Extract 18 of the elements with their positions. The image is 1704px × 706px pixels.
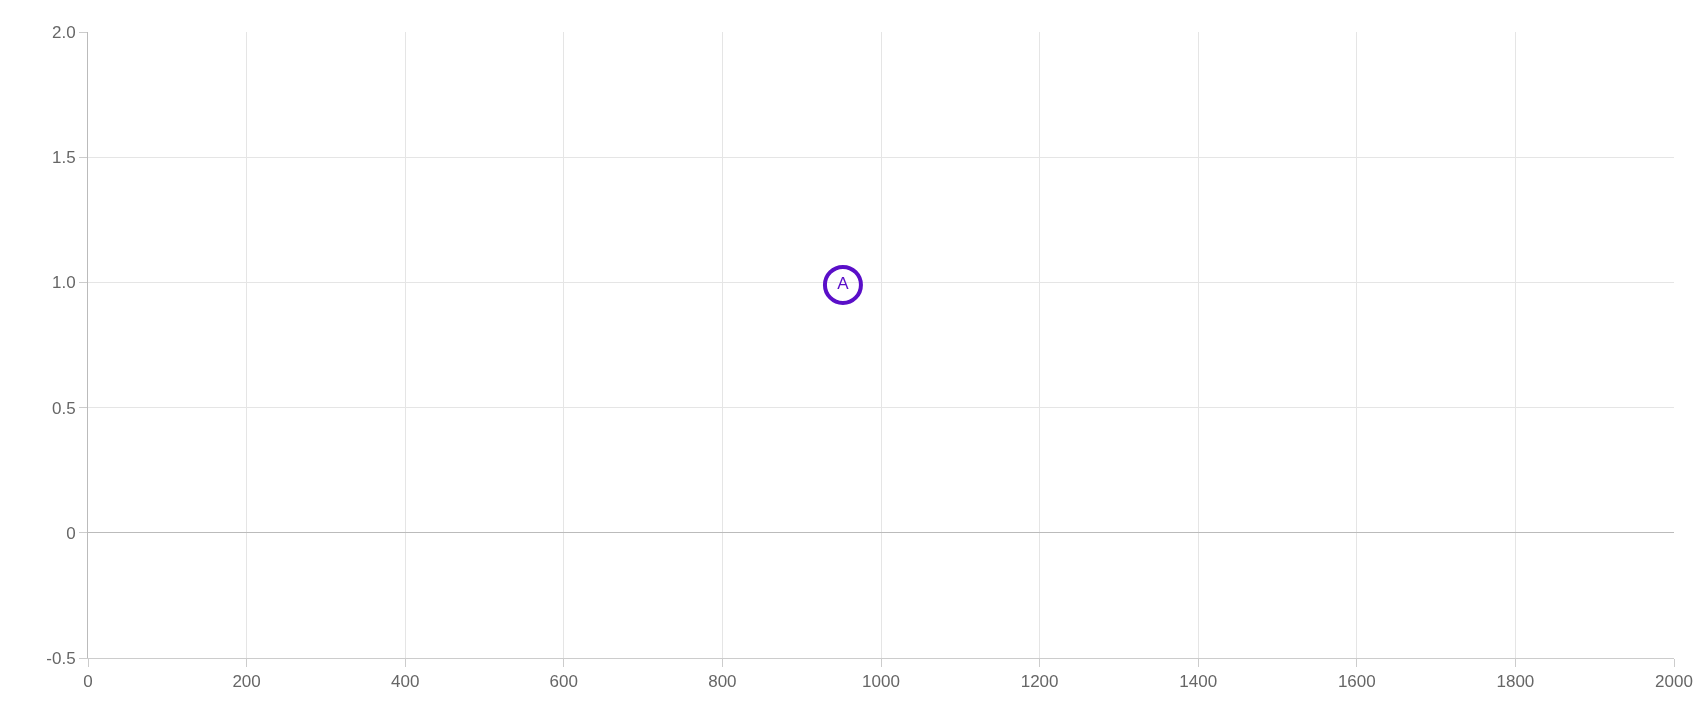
- x-tick-label: 600: [549, 672, 578, 692]
- y-tick-label: -0.5: [46, 648, 76, 668]
- x-tick-label: 1800: [1496, 672, 1535, 692]
- x-tick-label: 400: [391, 672, 420, 692]
- x-tick-label: 1000: [862, 672, 900, 692]
- data-label: A: [837, 274, 850, 294]
- x-tick-label: 800: [708, 672, 737, 692]
- y-tick-label: 0: [66, 523, 76, 543]
- x-tick-label: 1400: [1179, 672, 1218, 692]
- y-tick-label: 1.5: [51, 148, 76, 168]
- x-tick-label: 1200: [1020, 672, 1059, 692]
- y-tick-label: 2.0: [51, 22, 76, 42]
- y-tick-label: 0.5: [51, 398, 76, 418]
- x-tick-label: 200: [232, 672, 261, 692]
- x-tick-label: 1600: [1337, 672, 1376, 692]
- x-tick-label: 2000: [1655, 672, 1693, 692]
- x-tick-label: 0: [83, 672, 93, 692]
- y-tick-label: 1.0: [51, 273, 76, 293]
